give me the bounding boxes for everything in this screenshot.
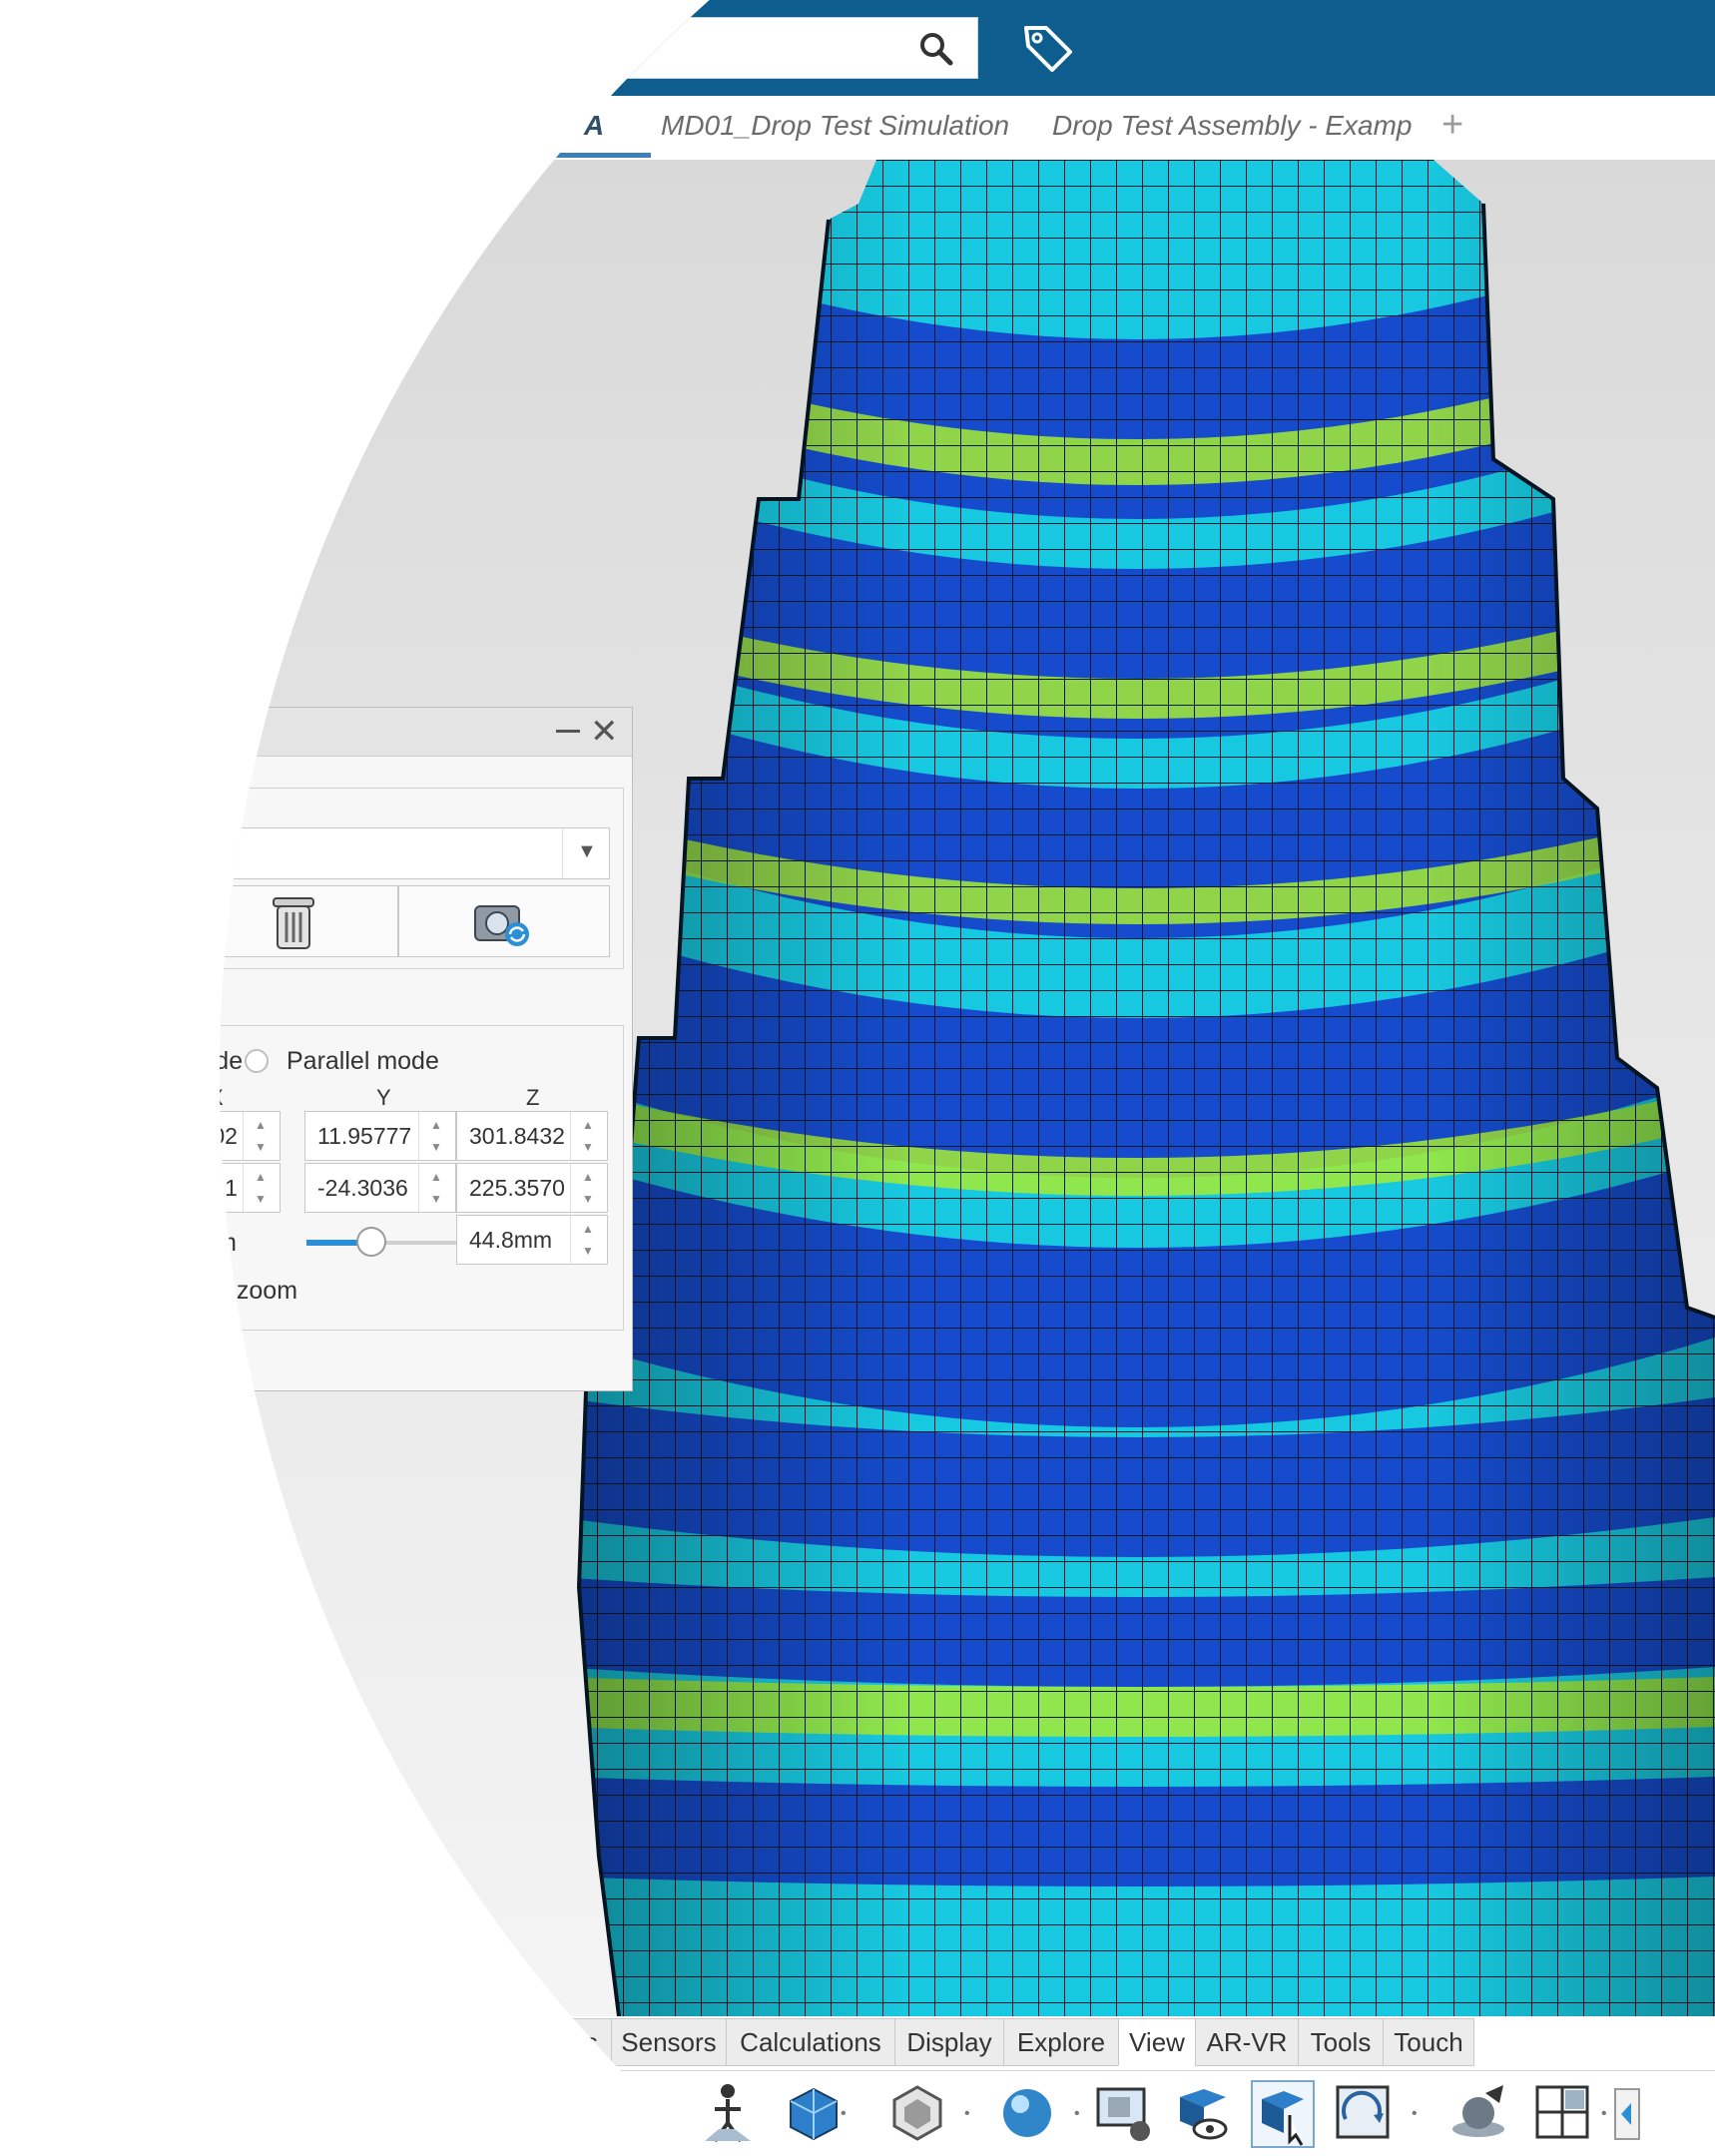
focal-length-spinbox[interactable]: 44.8mm ▲ ▼ [456, 1215, 608, 1265]
search-icon[interactable] [917, 30, 955, 68]
active-tab-indicator [369, 153, 651, 158]
target-z-value[interactable]: 225.3570 [469, 1175, 565, 1201]
dialog-titlebar[interactable]: ✕ [220, 708, 632, 757]
dropdown-arrow-icon[interactable]: • [1601, 2105, 1607, 2122]
hand-pan-icon[interactable] [505, 2079, 571, 2149]
spin-arrows-icon[interactable]: ▲ ▼ [570, 1216, 607, 1264]
tab-md01-drop-test[interactable]: MD01_Drop Test Simulation [661, 110, 1010, 141]
target-y-value[interactable]: -24.3036 [317, 1175, 408, 1201]
parallel-mode-radio[interactable] [245, 1049, 269, 1073]
spin-arrows-icon[interactable]: ▲ ▼ [243, 1112, 280, 1160]
zoom-label[interactable]: Zoom [173, 1229, 237, 1257]
spin-arrows-icon[interactable]: ▲ ▼ [243, 1164, 280, 1212]
top-bar [220, 0, 1715, 96]
tab-drop-test-assembly[interactable]: Drop Test Assembly - Examp [1052, 110, 1413, 141]
target-y-spinbox[interactable]: -24.3036 ▲ ▼ [304, 1163, 456, 1213]
ribbon-tab-ar-vr[interactable]: AR-VR [1195, 2018, 1299, 2066]
minimize-icon[interactable] [556, 730, 580, 733]
lighting-icon[interactable] [1445, 2079, 1511, 2149]
dropdown-arrow-icon[interactable]: • [1412, 2105, 1418, 2122]
hexagon-render-icon[interactable] [884, 2079, 950, 2149]
target-z-spinbox[interactable]: 225.3570 ▲ ▼ [456, 1163, 608, 1213]
ribbon-tab-display[interactable]: Display [894, 2018, 1004, 2066]
add-camera-button[interactable] [21, 885, 187, 957]
refresh-camera-icon [474, 905, 529, 946]
zoom-slider-fill [306, 1240, 366, 1246]
tab-compression-test[interactable]: npression Test A [379, 110, 605, 141]
split-window-icon[interactable] [1529, 2079, 1595, 2149]
origin-y-value[interactable]: 11.95777 [317, 1123, 412, 1149]
management-group [220, 788, 624, 969]
origin-x-value[interactable]: 303.3702 [142, 1123, 238, 1149]
focal-length-label: cal length [21, 1229, 124, 1256]
dolly-zoom-label[interactable]: Dolly-zoom [173, 1277, 298, 1305]
camera-select-value: Fillets [78, 838, 144, 866]
fem-mesh-model [576, 160, 1715, 2016]
delete-camera-button[interactable] [220, 885, 398, 957]
target-x-value[interactable]: 6.985791 [142, 1175, 238, 1201]
focal-length-value[interactable]: 44.8mm [469, 1227, 553, 1253]
column-y-header: Y [376, 1085, 391, 1110]
section-title-management[interactable]: gement [83, 772, 172, 800]
ribbon-tab-touch[interactable]: Touch [1383, 2018, 1474, 2066]
3d-viewport[interactable]: ✕ gement Fillets ▼ [21, 160, 1715, 2016]
camera-dialog: ✕ gement Fillets ▼ [21, 707, 633, 1391]
origin-x-spinbox[interactable]: 303.3702 ▲ ▼ [142, 1111, 281, 1161]
select-cube-icon[interactable] [1250, 2079, 1316, 2149]
close-icon[interactable]: ✕ [590, 713, 619, 751]
zoom-icon[interactable] [585, 2079, 651, 2149]
dropdown-arrow-icon[interactable]: • [657, 2105, 663, 2122]
ribbon-tab-sensors[interactable]: Sensors [611, 2018, 727, 2066]
sphere-icon[interactable] [994, 2079, 1060, 2149]
ribbon-tab-tools[interactable]: Tools [1298, 2018, 1384, 2066]
add-tab-button[interactable]: + [1441, 104, 1464, 146]
spin-arrows-icon[interactable]: ▲ ▼ [418, 1112, 455, 1160]
dropdown-arrow-icon[interactable]: • [841, 2105, 847, 2122]
ribbon-tab-bar: Setup Plots Sensors Calculations Display Expl… [395, 2018, 1715, 2068]
ribbon-tab-view[interactable]: View [1118, 2018, 1196, 2066]
add-camera-icon [70, 894, 136, 950]
ribbon-tab-explore[interactable]: Explore [1003, 2018, 1119, 2066]
origin-z-spinbox[interactable]: 301.8432 ▲ ▼ [456, 1111, 608, 1161]
ribbon-tab-calculations[interactable]: Calculations [726, 2018, 895, 2066]
origin-z-value[interactable]: 301.8432 [469, 1123, 565, 1149]
section-title-definition[interactable]: dition [41, 983, 110, 1011]
spin-arrows-icon[interactable]: ▲ ▼ [570, 1112, 607, 1160]
chevron-down-icon[interactable]: ▼ [562, 828, 609, 878]
origin-y-spinbox[interactable]: 11.95777 ▲ ▼ [304, 1111, 456, 1161]
document-tab-bar: npression Test A MD01_Drop Test Simulati… [220, 96, 1715, 161]
ribbon-toolbar: • • • • • • [395, 2070, 1715, 2156]
tag-icon[interactable] [1020, 20, 1076, 76]
eye-cube-icon[interactable] [1170, 2079, 1236, 2149]
search-input[interactable] [349, 17, 978, 79]
divider [220, 788, 624, 789]
target-label: rget [27, 1177, 69, 1204]
rotate-view-icon[interactable] [1330, 2079, 1396, 2149]
ribbon-tab-setup[interactable]: Setup [431, 2018, 527, 2066]
column-z-header: Z [526, 1085, 540, 1110]
definition-group [220, 1025, 624, 1331]
spin-arrows-icon[interactable]: ▲ ▼ [570, 1164, 607, 1212]
update-camera-button[interactable] [398, 885, 610, 957]
origin-label: igin [21, 1125, 59, 1152]
previous-icon[interactable] [1613, 2079, 1679, 2149]
column-x-header: X [209, 1085, 224, 1110]
trash-icon [273, 897, 314, 949]
parallel-mode-label[interactable]: Parallel mode [286, 1047, 439, 1075]
target-x-spinbox[interactable]: 6.985791 ▲ ▼ [142, 1163, 281, 1213]
dropdown-arrow-icon[interactable]: • [1074, 2105, 1080, 2122]
dolly-zoom-radio[interactable] [131, 1277, 159, 1305]
camera-monitor-icon[interactable] [1090, 2079, 1156, 2149]
perspective-mode-label[interactable]: Perspective mode [43, 1047, 244, 1075]
section-title-motion[interactable]: Motion [35, 1339, 117, 1366]
ribbon-tab-plots[interactable]: Plots [526, 2018, 612, 2066]
cube-view-icon[interactable] [781, 2079, 847, 2149]
zoom-slider-thumb[interactable] [356, 1227, 386, 1257]
walk-icon[interactable] [695, 2079, 761, 2149]
zoom-radio[interactable] [131, 1229, 159, 1257]
spin-arrows-icon[interactable]: ▲ ▼ [418, 1164, 455, 1212]
camera-select[interactable]: Fillets ▼ [78, 827, 610, 879]
dropdown-arrow-icon[interactable]: • [964, 2105, 970, 2122]
